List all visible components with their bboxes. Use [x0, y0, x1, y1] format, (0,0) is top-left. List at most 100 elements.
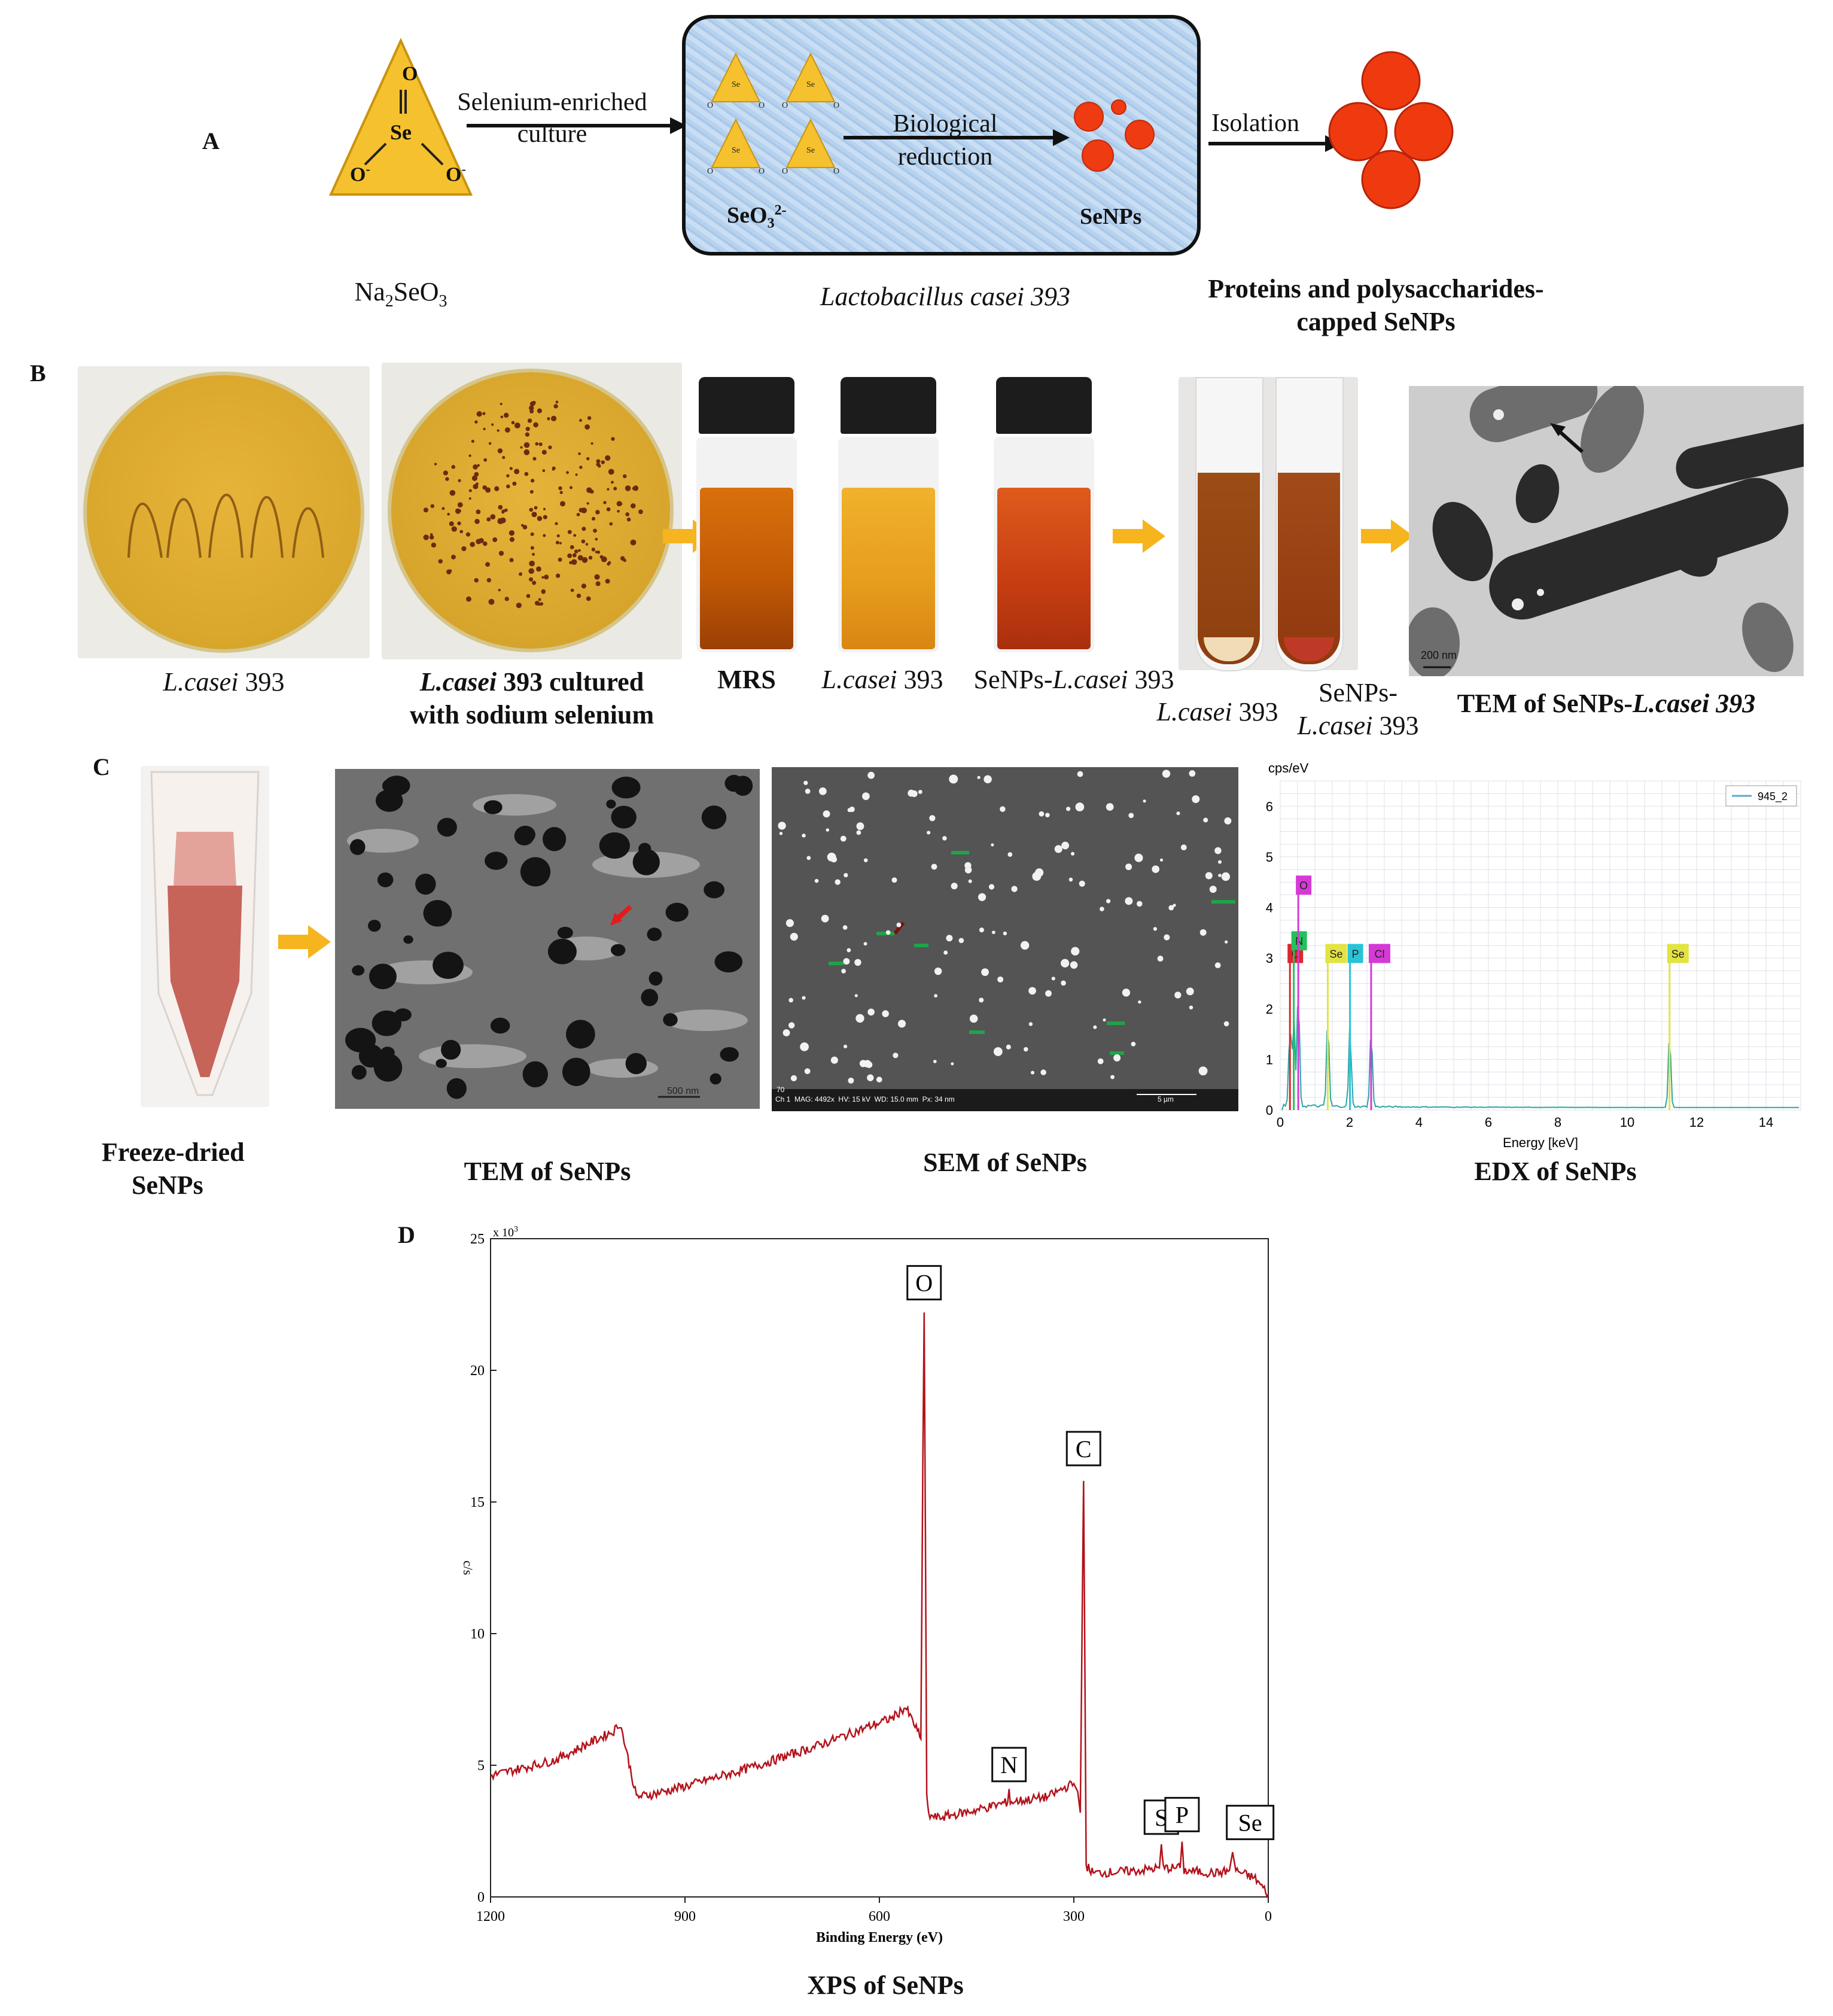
colony-dot: [548, 445, 552, 449]
xps-y-multiplier: x 103: [493, 1225, 518, 1239]
colony-dot: [595, 510, 600, 515]
colony-dot: [476, 411, 482, 417]
edx-x-tick: 14: [1759, 1115, 1773, 1130]
svg-text:Se: Se: [732, 80, 740, 89]
single-bonds: [364, 142, 444, 166]
xps-y-multiplier-exp: 3: [514, 1225, 518, 1234]
colony-dot: [598, 464, 601, 468]
sem-particle: [1054, 845, 1062, 853]
colony-dot: [492, 537, 498, 542]
colony-dot: [581, 527, 586, 531]
sem-particle: [847, 948, 851, 953]
colony-dot: [596, 459, 601, 464]
colony-dot: [579, 466, 583, 469]
colony-dot: [430, 533, 433, 536]
edx-peak-label: Se: [1329, 948, 1342, 960]
colony-dot: [566, 471, 569, 475]
sem-particle: [946, 935, 953, 942]
edx-peak-label: Cl: [1374, 948, 1384, 960]
colony-dot: [449, 521, 454, 527]
tem-nanoparticle: [611, 776, 641, 799]
colony-dot: [581, 583, 586, 589]
colony-dot: [530, 546, 534, 550]
colony-dot: [529, 401, 535, 407]
colony-dot: [607, 562, 611, 566]
sem-particle: [1097, 1058, 1104, 1065]
colony-dot: [488, 598, 495, 605]
sem-particle: [968, 879, 972, 883]
sem-particle: [918, 789, 922, 794]
svg-text:O: O: [782, 167, 788, 176]
sem-particle: [1217, 860, 1222, 864]
tem-nanoparticle: [704, 881, 725, 899]
tem-nanoparticle: [522, 1061, 548, 1088]
colony-dot: [532, 457, 537, 461]
colony-dot: [581, 557, 588, 563]
colony-dot: [509, 537, 514, 542]
colony-dot: [613, 486, 617, 491]
colony-dot: [483, 427, 486, 430]
edx-x-tick: 10: [1620, 1115, 1634, 1130]
sem-particle: [1173, 904, 1176, 907]
colony-dot: [578, 452, 581, 455]
edx-y-tick: 5: [1266, 850, 1273, 865]
yellow-arrow-icon: [1113, 519, 1165, 553]
colony-dot: [586, 502, 589, 505]
tem-nanoparticle: [638, 843, 651, 855]
sem-particle: [984, 775, 992, 784]
colony-dot: [500, 415, 504, 419]
sem-particle: [1189, 1005, 1193, 1009]
colony-dot: [603, 501, 607, 504]
edx-peak-tag: [1325, 944, 1347, 963]
colony-dot: [455, 508, 460, 513]
colony-dot: [587, 416, 592, 420]
colony-dot: [550, 415, 557, 421]
colony-dot: [608, 469, 614, 475]
colony-dot: [574, 549, 578, 554]
colony-dot: [529, 489, 534, 494]
colony-dot: [447, 512, 450, 516]
sem-particle: [1075, 802, 1085, 811]
colony-dot: [541, 576, 544, 579]
isolation-label: Isolation: [1211, 110, 1299, 137]
tem-nanoparticle: [720, 1047, 739, 1062]
sem-particle: [1225, 940, 1228, 944]
sem-particle: [933, 1060, 937, 1063]
colony-dot: [423, 534, 429, 540]
xps-plot-frame: [490, 1238, 1269, 1898]
panel-letter-d: D: [398, 1221, 415, 1248]
colony-dot: [573, 534, 577, 537]
tem-cells-caption: TEM of SeNPs-L.casei 393: [1457, 689, 1756, 718]
tube2-caption: SeNPs- L.casei 393: [1297, 678, 1419, 740]
sem-particle: [988, 884, 995, 890]
colony-dot: [543, 507, 546, 510]
colony-dot: [525, 432, 530, 437]
lactobacillus-caption: Lactobacillus casei 393: [820, 282, 1070, 311]
sem-particle: [1159, 858, 1164, 862]
edx-x-label: Energy [keV]: [1503, 1135, 1578, 1150]
colony-dot: [540, 602, 544, 606]
colony-dot: [530, 479, 535, 483]
tem-nanoparticle: [557, 926, 573, 939]
colony-dot: [466, 596, 471, 602]
colony-dot: [588, 555, 593, 560]
colony-dot: [498, 588, 501, 592]
colony-dot: [555, 522, 558, 525]
colony-dot: [500, 517, 506, 524]
colony-dot: [430, 504, 435, 508]
colony-dot: [500, 402, 503, 406]
edx-y-tick: 0: [1266, 1103, 1273, 1118]
colony-dot: [529, 507, 534, 512]
edx-y-tick: 4: [1266, 901, 1273, 916]
sem-particle: [818, 787, 827, 795]
colony-dot: [625, 512, 630, 516]
svg-text:Se: Se: [732, 146, 740, 155]
colony-dot: [578, 549, 581, 552]
sem-particle: [1224, 817, 1232, 825]
sem-particle: [1011, 886, 1018, 892]
colony-dot: [572, 553, 577, 558]
sem-particle: [1128, 813, 1134, 819]
edx-y-tick: 2: [1266, 1002, 1273, 1017]
sem-particle: [803, 780, 808, 785]
sem-particle: [1157, 956, 1164, 962]
